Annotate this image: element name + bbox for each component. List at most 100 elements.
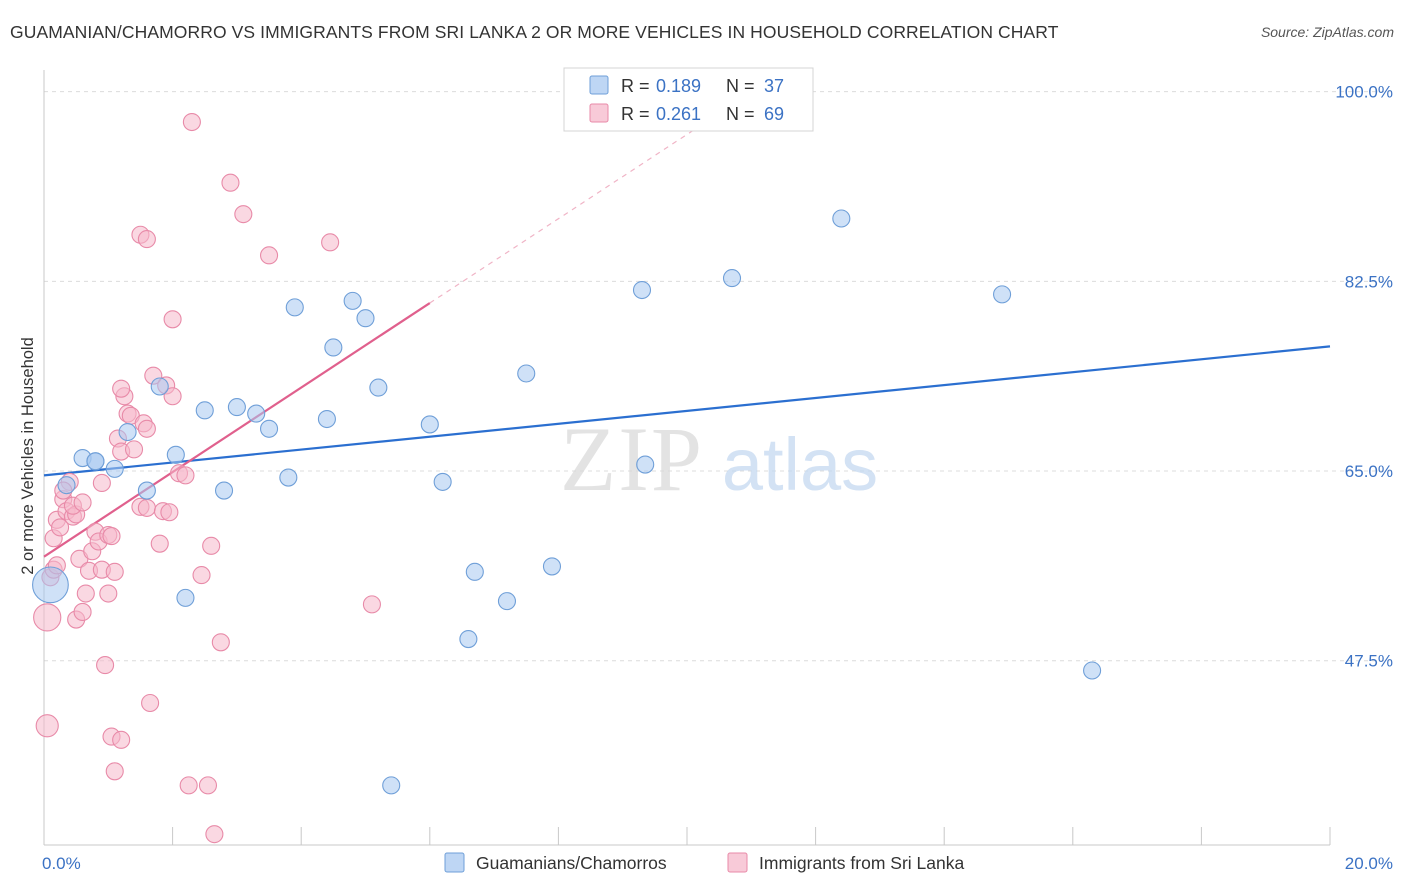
data-point-sri-lanka — [99, 584, 118, 603]
data-point-guamanians — [247, 404, 266, 423]
data-point-sri-lanka — [198, 776, 218, 795]
y-tick-labels: 100.0% 82.5% 65.0% 47.5% — [1335, 83, 1393, 671]
chart-title: GUAMANIAN/CHAMORRO VS IMMIGRANTS FROM SR… — [10, 22, 1059, 42]
legend-r-label: R = — [621, 104, 650, 124]
data-point-guamanians — [542, 557, 562, 576]
series-legend: Guamanians/Chamorros Immigrants from Sri… — [444, 852, 964, 873]
data-point-guamanians — [176, 588, 195, 607]
data-point-sri-lanka — [176, 466, 195, 485]
data-point-guamanians — [420, 415, 439, 434]
data-point-sri-lanka — [259, 246, 279, 265]
trend-lines — [43, 112, 1331, 558]
y-tick-label: 47.5% — [1345, 652, 1393, 671]
data-point-sri-lanka — [141, 693, 160, 713]
y-axis-label: 2 or more Vehicles in Household — [19, 337, 37, 575]
data-point-guamanians — [343, 291, 362, 310]
data-point-guamanians — [517, 364, 536, 383]
legend-n-label: N = — [726, 76, 755, 96]
data-point-guamanians — [433, 472, 452, 491]
trend-line-guamanians — [43, 345, 1331, 477]
data-point-guamanians — [166, 445, 185, 464]
data-point-sri-lanka — [102, 527, 121, 546]
data-point-sri-lanka — [211, 633, 230, 652]
data-point-sri-lanka — [321, 233, 340, 252]
data-point-guamanians — [57, 476, 76, 495]
data-point-sri-lanka — [163, 387, 182, 406]
data-point-sri-lanka — [362, 595, 381, 614]
data-point-guamanians — [118, 422, 137, 442]
data-point-guamanians — [356, 309, 375, 328]
watermark-zip: ZIP — [560, 408, 704, 510]
data-point-guamanians — [993, 285, 1012, 304]
data-point-guamanians — [86, 452, 105, 471]
data-point-guamanians — [636, 455, 655, 474]
source-credit: Source: ZipAtlas.com — [1260, 24, 1394, 40]
data-point-guamanians — [324, 338, 343, 357]
x-tick-label: 0.0% — [42, 854, 81, 873]
data-point-sri-lanka — [150, 534, 169, 553]
legend-n-label: N = — [726, 104, 755, 124]
data-point-guamanians — [227, 398, 246, 417]
data-point-sri-lanka — [96, 656, 115, 675]
data-point-sri-lanka — [137, 498, 156, 517]
series-immigrants-sri-lanka — [33, 112, 381, 844]
data-point-sri-lanka — [105, 562, 124, 581]
legend-swatch-pink — [589, 103, 609, 123]
data-point-sri-lanka — [112, 730, 131, 749]
y-tick-label: 100.0% — [1335, 83, 1393, 102]
legend-n-value: 69 — [764, 104, 784, 124]
x-tick-label: 20.0% — [1345, 854, 1393, 873]
data-point-sri-lanka — [73, 493, 92, 512]
data-point-sri-lanka — [76, 584, 95, 603]
data-point-guamanians — [137, 481, 156, 500]
data-point-sri-lanka — [179, 776, 198, 795]
trend-line-sri-lanka-extension — [429, 112, 720, 304]
gridlines — [44, 91, 1394, 662]
data-point-sri-lanka — [234, 205, 253, 224]
data-point-sri-lanka — [35, 714, 59, 738]
data-point-guamanians — [105, 459, 124, 478]
data-point-sri-lanka — [112, 379, 131, 398]
data-point-guamanians — [369, 378, 388, 397]
data-point-sri-lanka — [137, 230, 156, 249]
data-point-sri-lanka — [92, 473, 111, 493]
data-point-guamanians — [259, 419, 279, 438]
data-point-guamanians — [632, 280, 652, 300]
data-point-guamanians — [832, 209, 851, 228]
data-point-guamanians — [285, 298, 304, 317]
data-point-guamanians — [317, 409, 336, 429]
y-tick-label: 65.0% — [1345, 462, 1393, 481]
data-point-guamanians — [459, 630, 478, 649]
data-point-guamanians — [722, 269, 742, 288]
data-point-sri-lanka — [163, 310, 182, 329]
data-point-guamanians — [465, 562, 484, 581]
data-point-guamanians — [32, 566, 69, 604]
data-point-sri-lanka — [192, 566, 211, 585]
legend-r-value: 0.189 — [656, 76, 701, 96]
data-point-guamanians — [497, 592, 517, 611]
data-point-guamanians — [279, 468, 298, 487]
legend-r-value: 0.261 — [656, 104, 701, 124]
legend-n-value: 37 — [764, 76, 784, 96]
watermark: ZIP atlas — [560, 408, 878, 510]
data-point-sri-lanka — [160, 503, 179, 522]
data-point-sri-lanka — [221, 173, 240, 192]
y-tick-label: 82.5% — [1345, 272, 1393, 291]
legend-r-label: R = — [621, 76, 650, 96]
x-tick-labels: 0.0% 20.0% — [42, 854, 1393, 873]
data-point-guamanians — [150, 377, 169, 396]
legend-swatch-blue — [589, 75, 609, 95]
series-guamanians-chamorros — [32, 209, 1102, 795]
data-point-sri-lanka — [33, 603, 62, 632]
data-point-sri-lanka — [51, 518, 70, 537]
data-point-sri-lanka — [73, 602, 92, 622]
trend-line-sri-lanka — [43, 302, 431, 558]
bottom-legend-label-sri-lanka: Immigrants from Sri Lanka — [759, 853, 964, 873]
watermark-atlas: atlas — [722, 423, 878, 506]
data-point-guamanians — [382, 776, 401, 795]
data-point-sri-lanka — [205, 825, 224, 844]
data-point-sri-lanka — [105, 762, 124, 781]
data-point-guamanians — [195, 401, 214, 420]
data-point-sri-lanka — [182, 112, 201, 132]
